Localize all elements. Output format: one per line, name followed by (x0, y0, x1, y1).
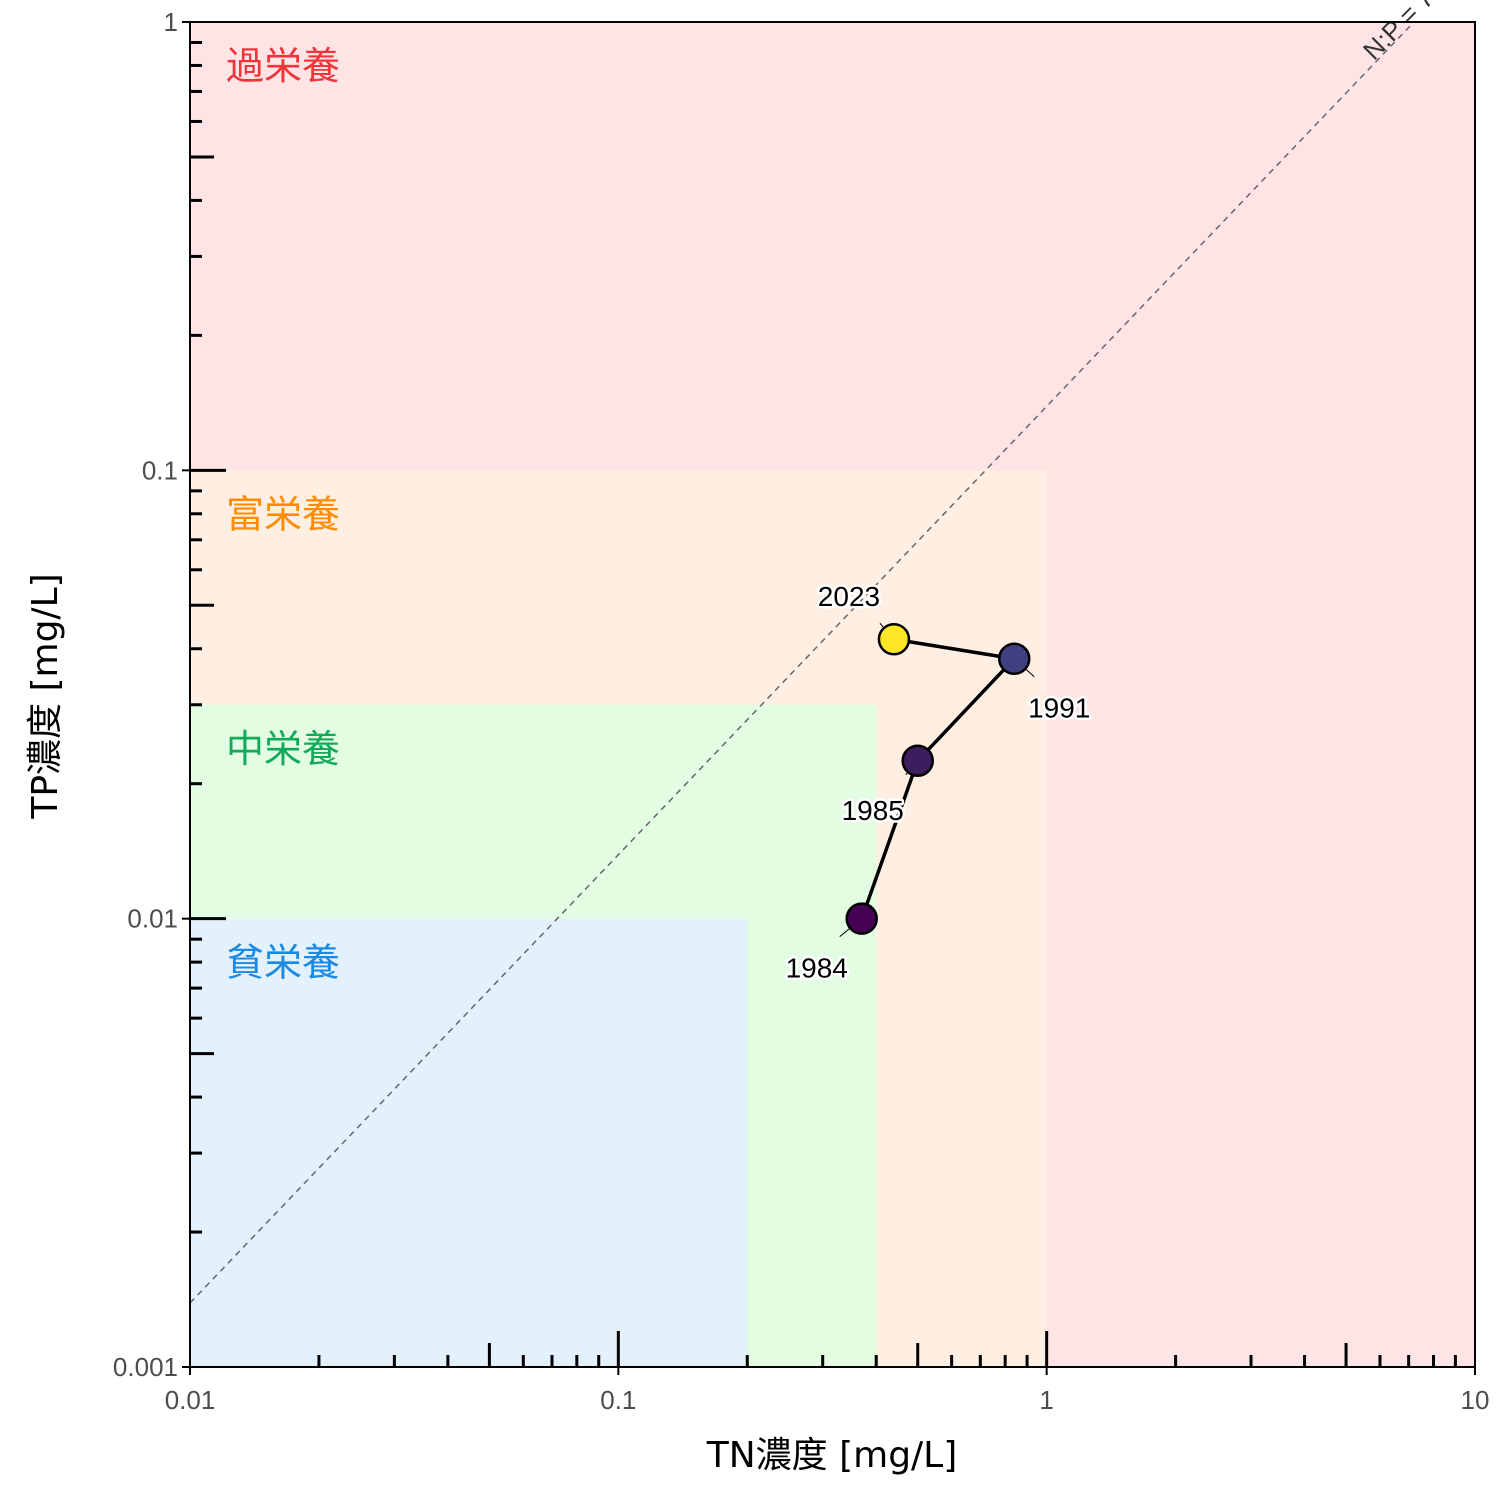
data-point-1985 (901, 744, 934, 778)
y-axis-title: TP濃度 [mg/L] (25, 573, 66, 819)
y-tick-label-1: 0.01 (127, 904, 178, 934)
point-label-1991: 1991 (1028, 693, 1090, 724)
x-tick-label-2: 1 (1039, 1385, 1053, 1415)
series-line (860, 637, 1016, 920)
zone-rect-3 (190, 918, 748, 1367)
x-tick-label-3: 10 (1461, 1385, 1490, 1415)
data-series: 1984 1985 1991 2023 (783, 579, 1093, 986)
point-label-1984: 1984 (786, 953, 848, 984)
point-label-2023: 2023 (818, 581, 880, 612)
point-label-1985: 1985 (842, 795, 904, 826)
zone-label-0: 過栄養 (226, 44, 340, 88)
x-tick-label-1: 0.1 (600, 1385, 636, 1415)
zone-label-2: 中栄養 (226, 727, 340, 771)
x-tick-label-0: 0.01 (165, 1385, 216, 1415)
plot-border (189, 21, 1476, 1368)
plot-frame (189, 21, 1476, 1368)
x-axis-title: TN濃度 [mg/L] (706, 1435, 958, 1476)
zone-label-1: 富栄養 (226, 492, 340, 536)
ratio-line (189, 21, 1415, 1304)
y-tick-label-3: 1 (164, 7, 178, 37)
y-tick-label-0: 0.001 (113, 1352, 178, 1382)
zone-label-3: 貧栄養 (226, 941, 340, 985)
data-point-1991 (997, 642, 1031, 675)
data-point-1984 (845, 902, 878, 935)
data-point-2023 (877, 622, 911, 656)
y-tick-label-2: 0.1 (142, 455, 178, 485)
